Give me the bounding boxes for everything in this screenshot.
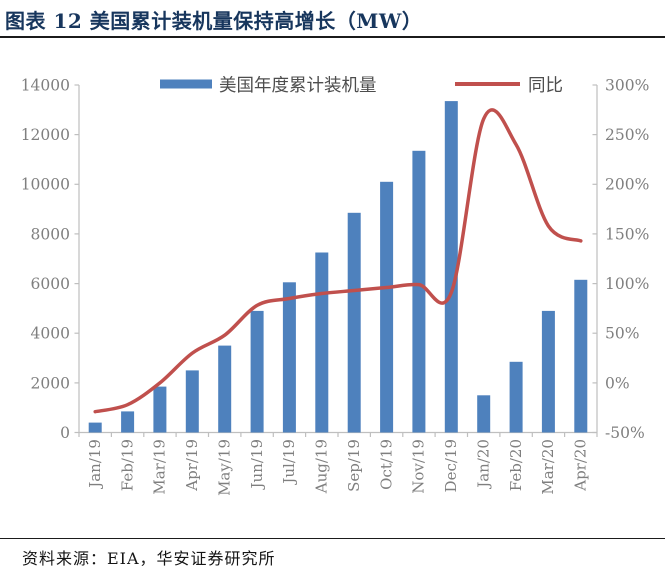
- left-axis-tick-label: 6000: [31, 275, 70, 293]
- x-axis-label: Nov/19: [410, 439, 428, 494]
- left-axis-tick-label: 8000: [31, 225, 70, 243]
- bar-Jun/19: [250, 310, 264, 433]
- right-axis-tick-label: 300%: [605, 76, 649, 94]
- x-axis-label: Aug/19: [313, 439, 331, 494]
- x-axis-label: Jul/19: [280, 439, 298, 486]
- right-axis-tick-label: -50%: [605, 424, 645, 442]
- bar-Sep/19: [347, 212, 361, 433]
- bar-Jan/19: [88, 422, 102, 433]
- bar-Apr/19: [185, 370, 199, 433]
- left-axis-tick-label: 2000: [31, 374, 70, 392]
- bar-Nov/19: [412, 150, 426, 433]
- left-axis-tick-label: 10000: [21, 176, 70, 194]
- x-axis-label: Mar/20: [539, 439, 557, 495]
- bar-Mar/20: [541, 310, 555, 433]
- bar-Mar/19: [153, 386, 167, 433]
- source-note: 资料来源：EIA，华安证券研究所: [22, 549, 276, 568]
- right-axis-tick-label: 0%: [605, 374, 630, 392]
- right-axis: -50% 0% 50% 100% 150% 200% 250% 300%: [592, 76, 649, 442]
- bar-May/19: [218, 345, 232, 433]
- right-axis-tick-label: 150%: [605, 225, 649, 243]
- bar-Oct/19: [380, 181, 394, 433]
- legend-label-line: 同比: [528, 76, 563, 96]
- x-axis-label: Jan/19: [86, 439, 104, 490]
- x-axis-label: Feb/19: [118, 439, 136, 491]
- yoy-line-path: [93, 108, 583, 414]
- right-axis-tick-label: 200%: [605, 176, 649, 194]
- x-axis-ticks: [78, 432, 598, 437]
- footer-divider: [0, 538, 665, 539]
- left-axis-tick-label: 12000: [21, 126, 70, 144]
- x-axis-label: Sep/19: [345, 439, 363, 492]
- right-axis-tick-label: 50%: [605, 325, 639, 343]
- bars-series: [88, 101, 588, 433]
- bar-Dec/19: [444, 101, 458, 433]
- x-axis-labels: Jan/19 Feb/19 Mar/19 Apr/19 May/19 Jun/19 Jul/…: [86, 439, 590, 496]
- bar-Feb/20: [509, 361, 523, 433]
- figure-title: 图表 12 美国累计装机量保持高增长（MW）: [5, 9, 423, 33]
- x-axis-label: May/19: [215, 439, 233, 496]
- left-axis: 0 2000 4000 6000 8000 10000 12000 14000: [21, 76, 79, 442]
- x-axis-label: Apr/20: [572, 439, 590, 492]
- bar-Feb/19: [121, 411, 135, 433]
- left-axis-tick-label: 0: [60, 424, 70, 442]
- x-axis-label: Jun/19: [248, 439, 266, 490]
- bar-Jan/20: [477, 395, 491, 433]
- left-axis-tick-label: 14000: [21, 76, 70, 94]
- legend-label-bars: 美国年度累计装机量: [219, 76, 377, 96]
- bar-Aug/19: [315, 252, 329, 433]
- left-axis-tick-label: 4000: [31, 325, 70, 343]
- x-axis-label: Mar/19: [151, 439, 169, 495]
- bar-Apr/20: [574, 279, 588, 433]
- x-axis-label: Oct/19: [377, 439, 395, 490]
- x-axis-label: Jan/20: [475, 439, 493, 490]
- x-axis-label: Apr/19: [183, 439, 201, 492]
- chart-legend: 美国年度累计装机量 同比: [160, 76, 563, 96]
- bar-Jul/19: [282, 282, 296, 433]
- right-axis-tick-label: 100%: [605, 275, 649, 293]
- x-axis-label: Dec/19: [442, 439, 460, 492]
- legend-bar-swatch: [160, 79, 212, 89]
- x-axis-label: Feb/20: [507, 439, 525, 491]
- title-divider: [0, 36, 665, 38]
- right-axis-tick-label: 250%: [605, 126, 649, 144]
